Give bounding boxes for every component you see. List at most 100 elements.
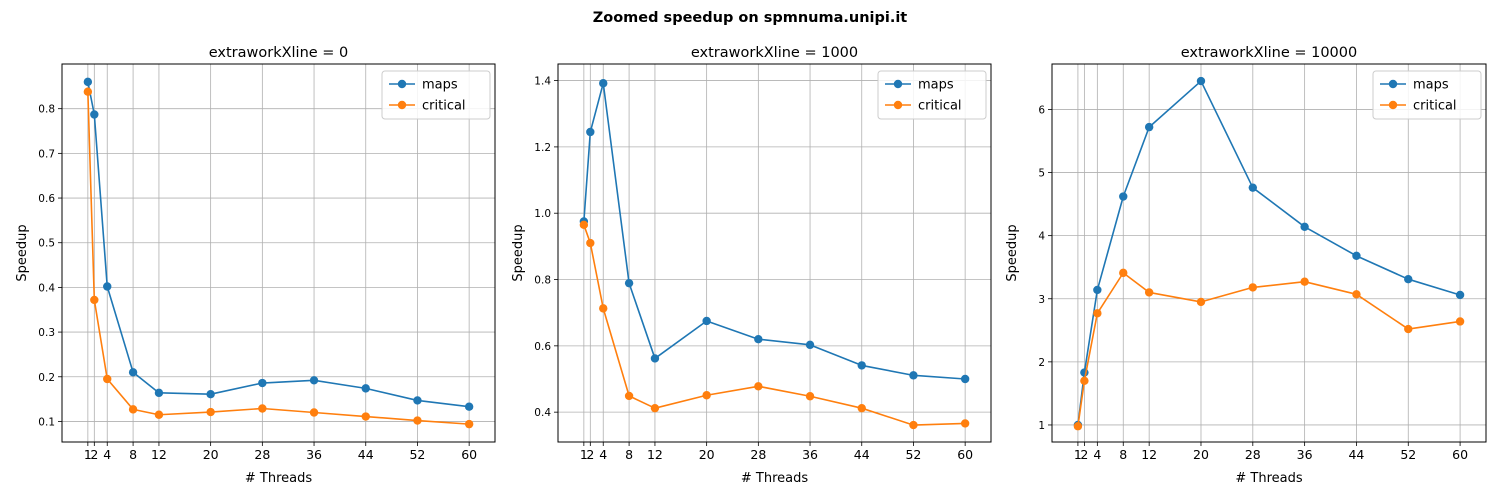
y-tick-label: 3 (1038, 294, 1045, 306)
x-tick-label: 44 (358, 447, 374, 462)
data-point-critical (83, 87, 93, 96)
data-point-critical (624, 391, 634, 401)
x-tick-label: 8 (625, 447, 633, 462)
data-point-critical (154, 410, 164, 419)
data-point-maps (1404, 274, 1413, 284)
axes-frame (557, 63, 992, 443)
data-point-critical (309, 408, 319, 417)
data-point-maps (624, 278, 634, 288)
data-point-maps (599, 79, 608, 88)
x-tick-label: 20 (203, 447, 219, 462)
x-axis-label: # Threads (741, 471, 808, 486)
data-point-maps (805, 340, 815, 350)
legend-marker-maps (893, 79, 903, 89)
data-point-critical (1248, 283, 1258, 292)
x-tick-label: 4 (1093, 447, 1101, 462)
data-point-critical (361, 412, 370, 421)
data-point-critical (960, 419, 970, 428)
data-point-maps (361, 384, 370, 393)
y-tick-label: 0.6 (534, 341, 551, 353)
y-tick-label: 1.4 (534, 76, 551, 88)
x-tick-label: 60 (957, 447, 973, 462)
data-point-maps (309, 376, 319, 385)
y-tick-label: 4 (1038, 231, 1045, 243)
data-point-critical (413, 416, 422, 425)
x-tick-label: 44 (854, 447, 870, 462)
data-point-critical (1196, 297, 1206, 307)
chart-title: extraworkXline = 0 (209, 45, 349, 61)
y-tick-label: 0.6 (38, 193, 55, 205)
x-tick-label: 2 (1080, 447, 1088, 462)
y-tick-label: 0.8 (534, 275, 551, 287)
series-line-critical (87, 91, 470, 425)
x-tick-label: 36 (802, 447, 818, 462)
legend-marker-critical (1388, 100, 1398, 110)
x-tick-label: 4 (599, 447, 607, 462)
x-tick-label: 52 (905, 447, 921, 462)
y-tick-label: 0.1 (38, 416, 55, 428)
y-axis-label: Speedup (1005, 224, 1020, 281)
data-point-maps (103, 282, 112, 291)
data-point-maps (1144, 122, 1154, 132)
x-axis-label: # Threads (245, 471, 312, 486)
data-point-critical (579, 220, 589, 230)
x-axis-label: # Threads (1235, 471, 1302, 486)
x-tick-label: 28 (750, 447, 766, 462)
x-tick-label: 4 (103, 447, 111, 462)
legend-box (877, 70, 987, 120)
y-tick-label: 1 (1038, 420, 1045, 432)
data-point-maps (1196, 76, 1206, 86)
data-point-critical (1404, 324, 1413, 334)
legend-label-critical: critical (918, 99, 962, 114)
legend-marker-critical (893, 100, 903, 110)
data-point-maps (909, 371, 918, 380)
data-point-maps (83, 77, 93, 87)
data-point-maps (650, 354, 660, 363)
x-tick-label: 12 (1141, 447, 1157, 462)
x-tick-label: 1 (1074, 447, 1082, 462)
data-point-critical (1144, 288, 1154, 297)
legend-box (1372, 70, 1482, 120)
data-point-critical (650, 403, 660, 413)
data-point-maps (586, 127, 595, 137)
data-point-critical (702, 391, 711, 400)
data-point-critical (1073, 422, 1083, 431)
data-point-maps (206, 389, 215, 399)
y-tick-label: 5 (1038, 168, 1045, 180)
legend-label-critical: critical (1413, 99, 1457, 114)
data-point-maps (1455, 290, 1465, 300)
y-tick-label: 0.7 (38, 148, 55, 160)
data-point-maps (1300, 222, 1309, 232)
data-point-critical (599, 304, 608, 313)
series-line-critical (583, 224, 966, 426)
data-point-maps (90, 110, 99, 119)
y-axis-label: Speedup (511, 224, 526, 281)
series-line-critical (1077, 272, 1461, 427)
data-point-maps (702, 316, 711, 326)
x-tick-label: 12 (151, 447, 167, 462)
data-point-critical (258, 404, 267, 413)
y-axis-label: Speedup (15, 224, 30, 281)
data-point-critical (805, 392, 815, 401)
data-point-critical (128, 405, 138, 414)
data-point-critical (103, 374, 112, 384)
y-tick-label: 2 (1038, 357, 1045, 369)
data-point-critical (464, 419, 474, 429)
y-tick-label: 0.2 (38, 372, 55, 384)
data-point-maps (258, 378, 267, 388)
x-tick-label: 52 (409, 447, 425, 462)
data-point-maps (1093, 285, 1102, 295)
x-tick-label: 12 (647, 447, 663, 462)
y-tick-label: 0.8 (38, 104, 55, 116)
x-tick-label: 60 (1452, 447, 1468, 462)
legend-marker-critical (397, 100, 407, 110)
chart-title: extraworkXline = 10000 (1181, 45, 1357, 61)
data-point-critical (1300, 277, 1309, 286)
y-tick-label: 1.0 (534, 208, 551, 220)
y-tick-label: 0.5 (38, 238, 55, 250)
x-tick-label: 20 (1193, 447, 1209, 462)
x-tick-label: 8 (1119, 447, 1127, 462)
data-point-maps (1119, 192, 1128, 201)
y-tick-label: 0.4 (534, 407, 551, 419)
